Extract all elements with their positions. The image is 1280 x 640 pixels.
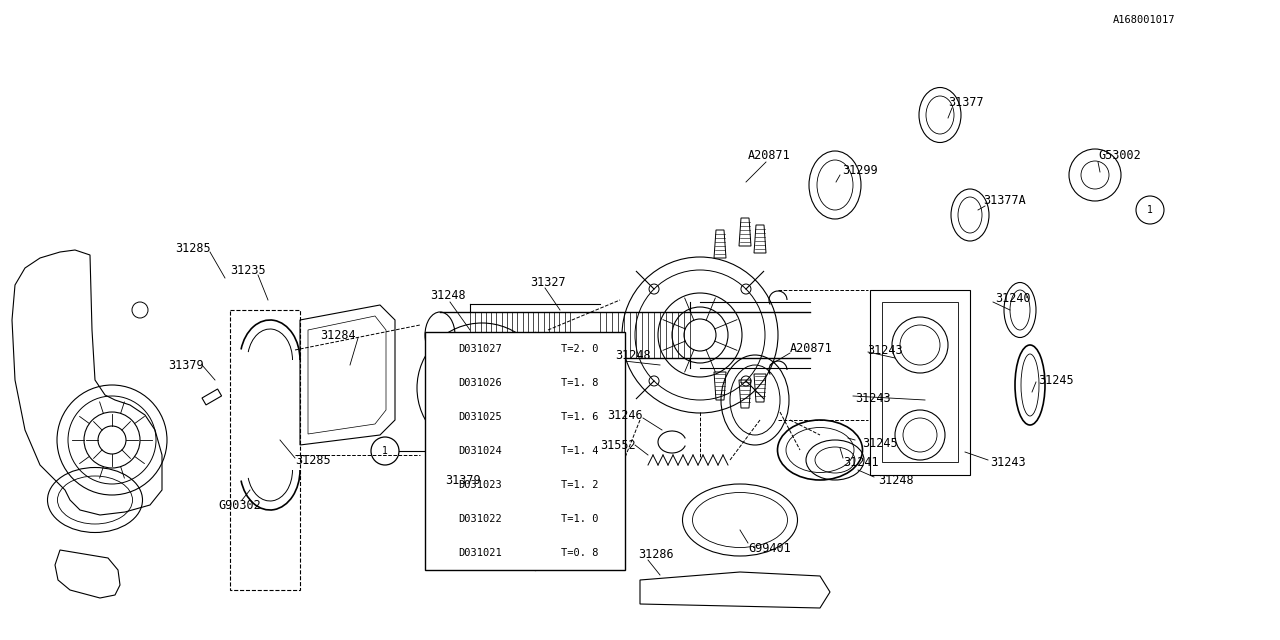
Text: 31243: 31243	[855, 392, 891, 404]
Text: T=1. 0: T=1. 0	[561, 514, 599, 524]
Text: 31248: 31248	[614, 349, 650, 362]
Text: T=1. 6: T=1. 6	[561, 412, 599, 422]
Text: D031021: D031021	[458, 548, 502, 558]
Text: 31248: 31248	[430, 289, 466, 301]
Text: D031026: D031026	[458, 378, 502, 388]
Bar	[882, 302, 957, 462]
Text: 31241: 31241	[844, 456, 878, 468]
Text: 31377: 31377	[948, 95, 983, 109]
Bar	[425, 332, 625, 570]
Text: 31245: 31245	[1038, 374, 1074, 387]
Text: 31240: 31240	[995, 291, 1030, 305]
Text: G99401: G99401	[748, 541, 791, 554]
Text: A20871: A20871	[748, 148, 791, 161]
Text: 1: 1	[1147, 205, 1153, 215]
Text: D031025: D031025	[458, 412, 502, 422]
Text: 1: 1	[381, 446, 388, 456]
Text: A168001017: A168001017	[1112, 15, 1175, 25]
Text: 31245: 31245	[861, 436, 897, 449]
Text: 31243: 31243	[989, 456, 1025, 468]
Text: G53002: G53002	[1098, 148, 1140, 161]
Text: 31377A: 31377A	[983, 193, 1025, 207]
Bar	[870, 290, 970, 475]
Bar	[202, 389, 221, 405]
Text: 31246: 31246	[607, 408, 643, 422]
Text: 31235: 31235	[230, 264, 266, 276]
Text: D031022: D031022	[458, 514, 502, 524]
Text: 31248: 31248	[878, 474, 914, 486]
Text: 31285: 31285	[294, 454, 330, 467]
Text: A20871: A20871	[790, 342, 833, 355]
Text: 31299: 31299	[842, 163, 878, 177]
Text: 31285: 31285	[175, 241, 211, 255]
Text: 31243: 31243	[867, 344, 902, 356]
Bar	[230, 310, 300, 590]
Text: 31552: 31552	[600, 438, 636, 451]
Text: 31379: 31379	[168, 358, 204, 371]
Text: T=2. 0: T=2. 0	[561, 344, 599, 354]
Text: D031023: D031023	[458, 480, 502, 490]
Text: 31327: 31327	[530, 275, 566, 289]
Text: T=1. 2: T=1. 2	[561, 480, 599, 490]
Text: D031027: D031027	[458, 344, 502, 354]
Text: 31284: 31284	[320, 328, 356, 342]
Text: T=0. 8: T=0. 8	[561, 548, 599, 558]
Text: T=1. 8: T=1. 8	[561, 378, 599, 388]
Text: 31379: 31379	[445, 474, 480, 486]
Text: G90302: G90302	[218, 499, 261, 511]
Text: T=1. 4: T=1. 4	[561, 446, 599, 456]
Text: D031024: D031024	[458, 446, 502, 456]
Text: 31286: 31286	[637, 548, 673, 561]
Bar	[448, 444, 463, 454]
